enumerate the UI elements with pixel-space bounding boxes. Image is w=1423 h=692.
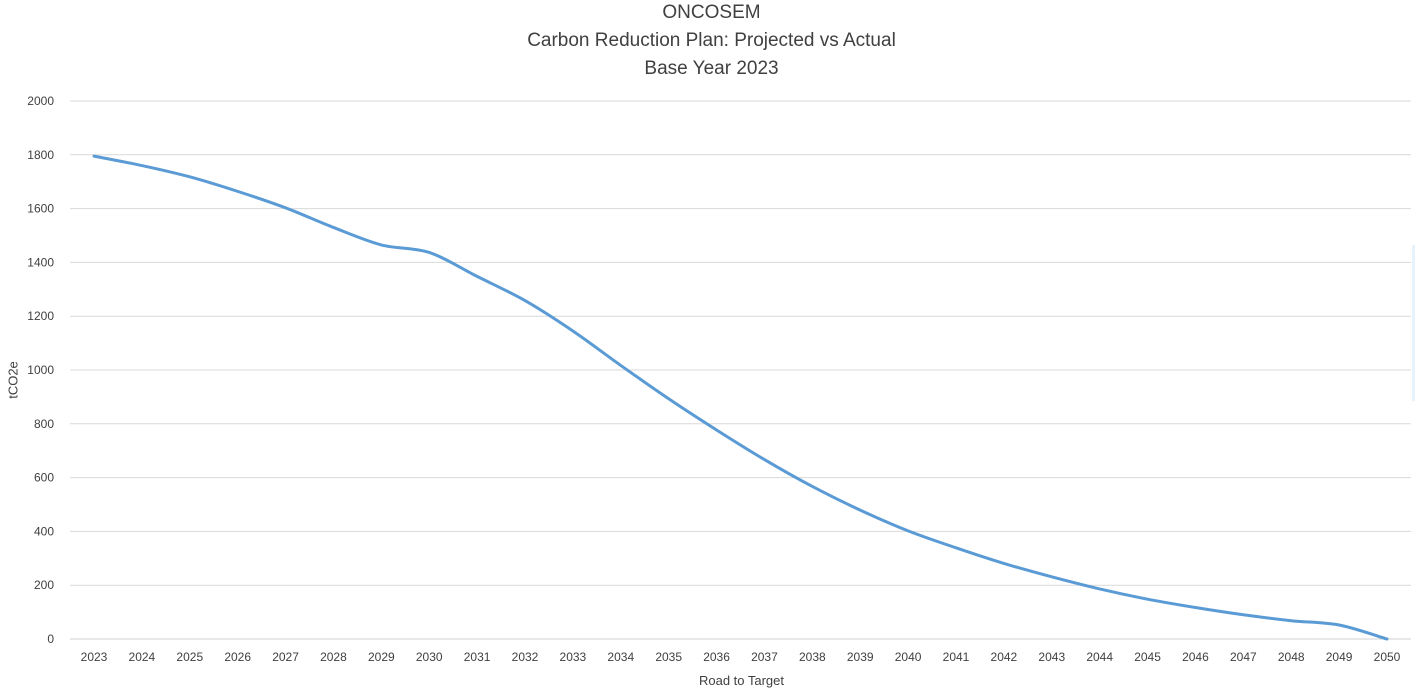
- y-tick-label: 1000: [27, 363, 54, 377]
- y-tick-label: 1600: [27, 202, 54, 216]
- x-tick-label: 2036: [703, 650, 730, 664]
- x-tick-label: 2030: [416, 650, 443, 664]
- x-tick-label: 2041: [943, 650, 970, 664]
- series-layer: [92, 154, 1389, 641]
- chart-subtitle: Carbon Reduction Plan: Projected vs Actu…: [527, 30, 896, 51]
- x-tick-label: 2045: [1134, 650, 1161, 664]
- y-tick-label: 400: [34, 524, 54, 538]
- x-tick-label: 2029: [368, 650, 395, 664]
- y-axis-title: tCO2e: [5, 361, 21, 399]
- y-tick-label: 1800: [27, 148, 54, 162]
- y-tick-label: 2000: [27, 94, 54, 108]
- x-axis-title: Road to Target: [698, 673, 785, 688]
- x-tick-label: 2047: [1230, 650, 1257, 664]
- x-tick-label: 2040: [895, 650, 922, 664]
- x-tick-label: 2024: [129, 650, 156, 664]
- chart-title: ONCOSEM: [662, 2, 761, 23]
- x-tick-label: 2035: [655, 650, 682, 664]
- x-tick-label: 2032: [512, 650, 539, 664]
- x-tick-label: 2037: [751, 650, 778, 664]
- x-tick-label: 2046: [1182, 650, 1209, 664]
- x-tick-labels: 2023 2024 2025 2026 2027 2028 2029 2030 2031 2032…: [81, 650, 1401, 664]
- x-tick-label: 2031: [464, 650, 491, 664]
- x-tick-label: 2023: [81, 650, 108, 664]
- y-tick-label: 1200: [27, 309, 54, 323]
- x-tick-label: 2028: [320, 650, 347, 664]
- x-tick-label: 2044: [1086, 650, 1113, 664]
- y-tick-label: 800: [34, 417, 54, 431]
- y-tick-labels: 0 200 400 600 800 1000 1200 1400 1600 1800 2000: [27, 94, 54, 646]
- y-tick-label: 0: [47, 632, 54, 646]
- scroll-edge-indicator: [1412, 245, 1415, 401]
- x-tick-label: 2034: [607, 650, 634, 664]
- x-tick-label: 2048: [1278, 650, 1305, 664]
- x-tick-label: 2025: [176, 650, 203, 664]
- x-tick-label: 2026: [224, 650, 251, 664]
- y-tick-label: 600: [34, 471, 54, 485]
- x-tick-label: 2027: [272, 650, 299, 664]
- series-line: [92, 154, 1389, 641]
- x-tick-label: 2038: [799, 650, 826, 664]
- x-tick-label: 2033: [560, 650, 587, 664]
- x-tick-label: 2039: [847, 650, 874, 664]
- x-tick-label: 2049: [1326, 650, 1353, 664]
- x-tick-label: 2050: [1374, 650, 1401, 664]
- x-tick-label: 2042: [991, 650, 1018, 664]
- y-tick-label: 1400: [27, 255, 54, 269]
- chart-subtitle-base-year: Base Year 2023: [644, 58, 779, 79]
- y-tick-label: 200: [34, 578, 54, 592]
- gridlines: [70, 100, 1411, 640]
- x-tick-label: 2043: [1038, 650, 1065, 664]
